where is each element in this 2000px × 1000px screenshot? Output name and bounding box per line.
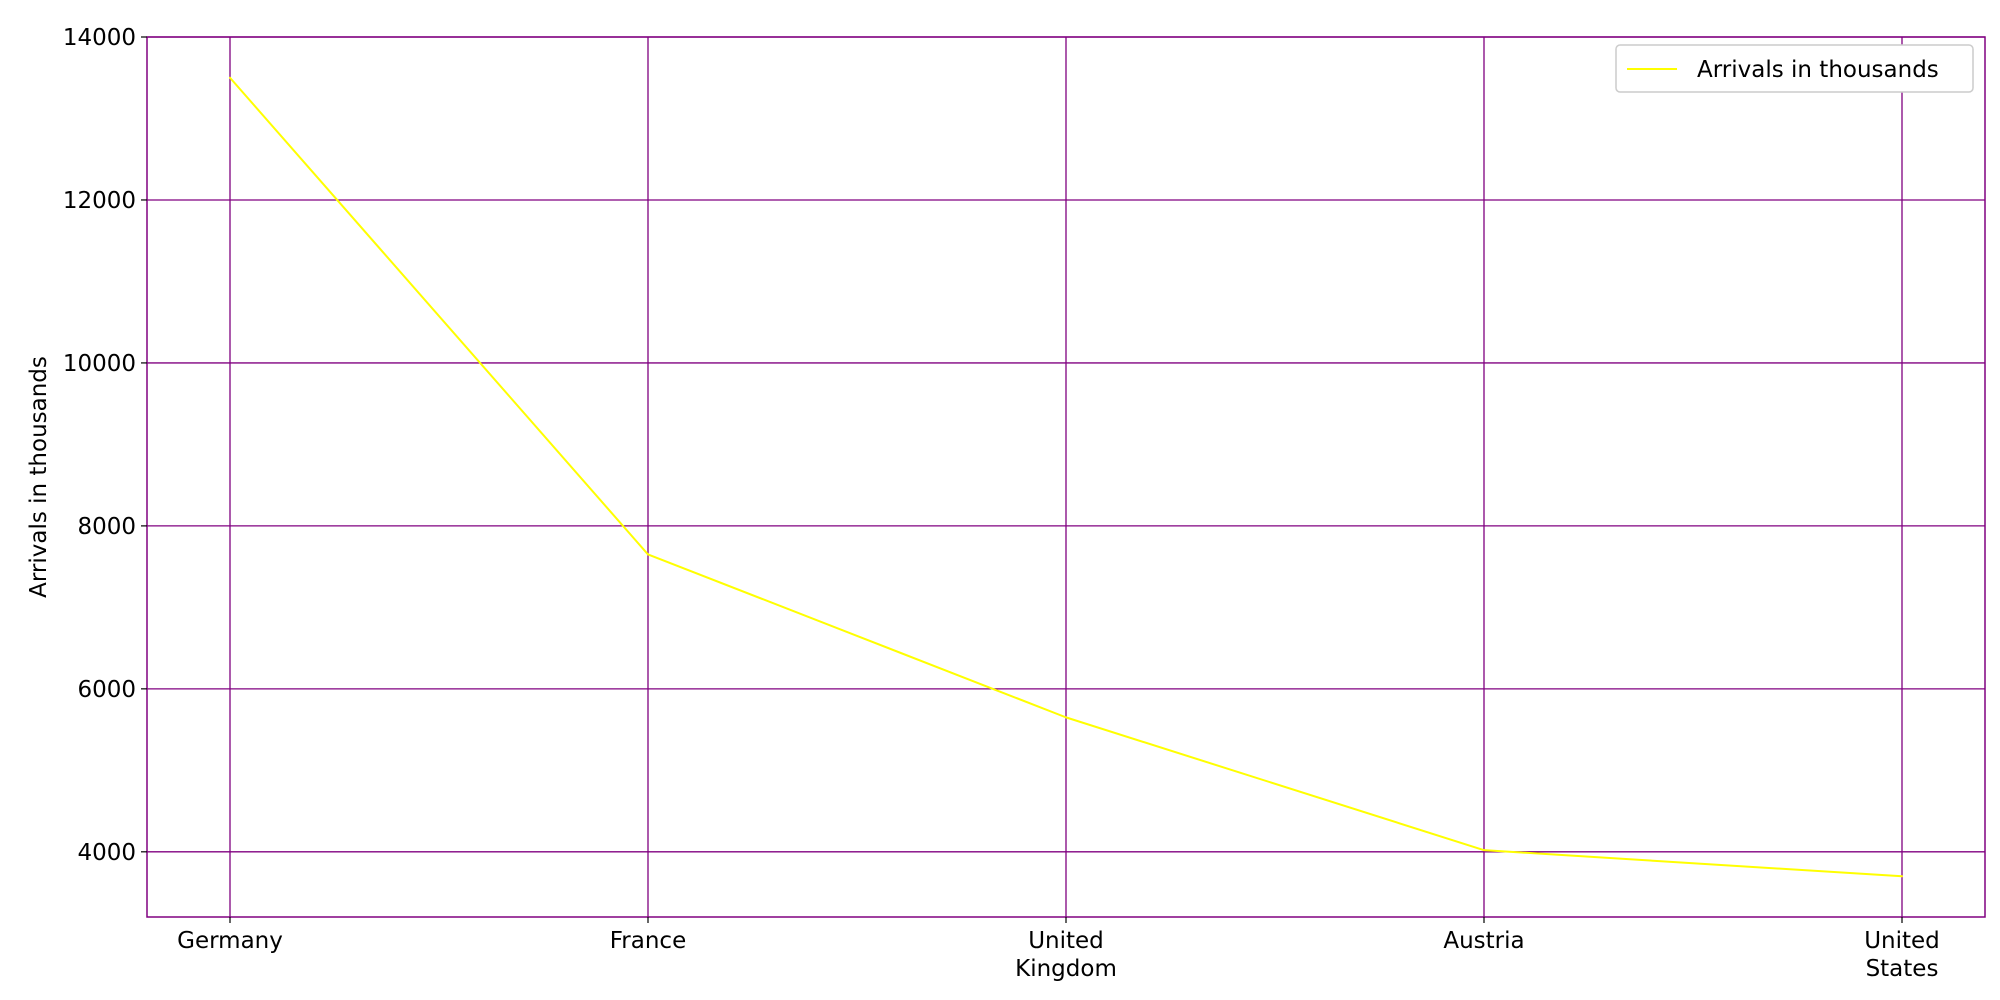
y-tick-label: 12000 bbox=[63, 188, 136, 214]
y-tick-label: 8000 bbox=[77, 514, 136, 540]
data-point bbox=[229, 77, 231, 79]
y-axis-title: Arrivals in thousands bbox=[26, 356, 52, 598]
y-tick-label: 6000 bbox=[77, 677, 136, 703]
x-axis-ticks: Germany France United Kingdom Austria United S… bbox=[177, 917, 1940, 982]
x-tick-label: France bbox=[610, 928, 686, 954]
y-tick-label: 4000 bbox=[77, 840, 136, 866]
y-tick-label: 14000 bbox=[63, 25, 136, 51]
data-point bbox=[647, 553, 649, 555]
data-point bbox=[1901, 875, 1903, 877]
x-tick-label: United Kingdom bbox=[1015, 928, 1117, 982]
x-tick-label: Germany bbox=[177, 928, 283, 954]
x-tick-label: United States bbox=[1864, 928, 1940, 982]
y-tick-label: 10000 bbox=[63, 351, 136, 377]
legend-label: Arrivals in thousands bbox=[1697, 57, 1939, 83]
y-axis-ticks: 4000 6000 8000 10000 12000 14000 bbox=[63, 25, 147, 866]
legend: Arrivals in thousands bbox=[1616, 45, 1973, 92]
data-point bbox=[1065, 716, 1067, 718]
x-tick-label: Austria bbox=[1443, 928, 1524, 954]
data-point bbox=[1483, 849, 1485, 851]
